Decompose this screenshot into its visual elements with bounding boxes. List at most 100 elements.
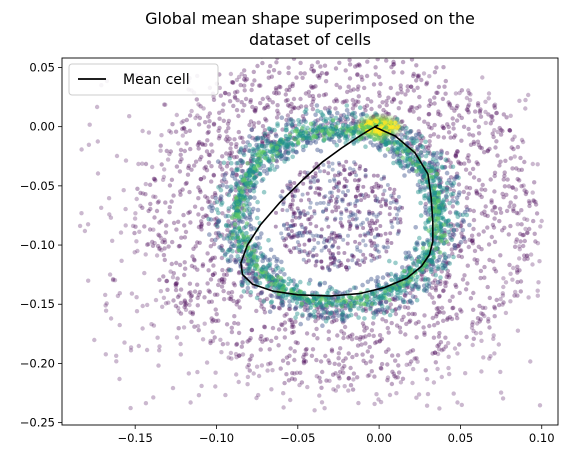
scatter-point bbox=[421, 325, 426, 330]
scatter-point bbox=[409, 286, 415, 292]
scatter-point bbox=[202, 166, 207, 171]
scatter-point bbox=[497, 163, 502, 168]
scatter-point bbox=[414, 105, 419, 111]
scatter-point bbox=[211, 172, 216, 178]
scatter-point bbox=[250, 155, 255, 160]
scatter-point bbox=[229, 153, 234, 159]
scatter-point bbox=[282, 313, 287, 318]
scatter-point bbox=[415, 242, 420, 247]
scatter-point bbox=[214, 207, 220, 212]
scatter-point bbox=[355, 375, 360, 380]
scatter-point bbox=[446, 124, 451, 130]
scatter-point bbox=[279, 231, 284, 236]
scatter-point bbox=[128, 345, 134, 350]
scatter-point bbox=[423, 208, 429, 213]
scatter-point bbox=[251, 121, 257, 126]
scatter-point bbox=[411, 88, 417, 93]
scatter-point bbox=[263, 151, 268, 157]
scatter-point bbox=[285, 156, 291, 162]
scatter-point bbox=[200, 337, 206, 342]
scatter-point bbox=[346, 233, 350, 238]
scatter-point bbox=[378, 233, 383, 238]
scatter-point bbox=[493, 269, 499, 274]
scatter-point bbox=[332, 290, 337, 296]
scatter-point bbox=[183, 303, 188, 308]
scatter-point bbox=[371, 333, 376, 339]
scatter-point bbox=[283, 92, 288, 97]
scatter-point bbox=[275, 265, 281, 271]
scatter-point bbox=[451, 135, 457, 140]
scatter-point bbox=[338, 346, 343, 351]
scatter-point bbox=[313, 318, 318, 324]
scatter-point bbox=[359, 74, 364, 80]
scatter-point bbox=[167, 151, 172, 157]
scatter-point bbox=[326, 336, 331, 342]
scatter-point bbox=[354, 216, 359, 221]
scatter-point bbox=[252, 78, 257, 83]
scatter-point bbox=[256, 392, 261, 398]
scatter-point bbox=[326, 329, 331, 334]
scatter-point bbox=[498, 296, 503, 302]
scatter-point bbox=[198, 189, 203, 195]
scatter-point bbox=[429, 159, 435, 165]
scatter-point bbox=[151, 323, 157, 328]
scatter-point bbox=[210, 205, 216, 211]
x-tick-label: −0.05 bbox=[280, 431, 315, 445]
scatter-point bbox=[433, 246, 439, 251]
scatter-point bbox=[241, 203, 246, 208]
scatter-point bbox=[307, 312, 313, 318]
scatter-point bbox=[239, 294, 244, 299]
scatter-point bbox=[306, 281, 312, 286]
scatter-point bbox=[219, 179, 225, 184]
scatter-point bbox=[464, 107, 470, 112]
scatter-point bbox=[355, 72, 360, 77]
scatter-point bbox=[232, 155, 237, 160]
scatter-point bbox=[240, 219, 245, 225]
scatter-point bbox=[501, 195, 506, 200]
scatter-point bbox=[265, 140, 271, 146]
scatter-point bbox=[449, 182, 454, 188]
scatter-point bbox=[263, 105, 268, 111]
scatter-point bbox=[341, 123, 346, 128]
scatter-point bbox=[375, 196, 380, 201]
scatter-point bbox=[303, 119, 308, 125]
scatter-point bbox=[412, 140, 417, 145]
scatter-point bbox=[354, 99, 359, 104]
scatter-point bbox=[369, 240, 374, 245]
scatter-point bbox=[443, 335, 448, 340]
scatter-point bbox=[497, 125, 502, 131]
scatter-point bbox=[336, 205, 341, 210]
scatter-point bbox=[280, 279, 286, 284]
scatter-point bbox=[326, 171, 331, 176]
scatter-point bbox=[267, 166, 273, 172]
scatter-point bbox=[236, 129, 241, 135]
scatter-point bbox=[236, 74, 242, 80]
scatter-point bbox=[322, 237, 327, 241]
scatter-point bbox=[196, 393, 202, 398]
scatter-point bbox=[449, 105, 454, 111]
scatter-point bbox=[339, 315, 345, 320]
scatter-point bbox=[479, 187, 484, 192]
scatter-point bbox=[450, 235, 455, 240]
scatter-point bbox=[421, 173, 427, 179]
scatter-point bbox=[304, 346, 309, 352]
scatter-point bbox=[377, 307, 383, 313]
scatter-point bbox=[465, 104, 471, 109]
scatter-point bbox=[470, 166, 476, 172]
scatter-point bbox=[399, 317, 405, 323]
scatter-point bbox=[229, 187, 234, 192]
scatter-point bbox=[264, 284, 270, 289]
scatter-point bbox=[427, 281, 432, 286]
scatter-point bbox=[283, 133, 289, 139]
scatter-point bbox=[436, 241, 441, 246]
scatter-point bbox=[478, 145, 483, 150]
scatter-point bbox=[280, 294, 285, 299]
scatter-point bbox=[365, 59, 370, 64]
scatter-point bbox=[238, 147, 244, 152]
scatter-point bbox=[167, 128, 172, 134]
scatter-point bbox=[357, 263, 362, 267]
scatter-point bbox=[309, 313, 314, 319]
scatter-point bbox=[499, 127, 504, 133]
scatter-point bbox=[358, 233, 363, 238]
scatter-point bbox=[395, 160, 401, 166]
